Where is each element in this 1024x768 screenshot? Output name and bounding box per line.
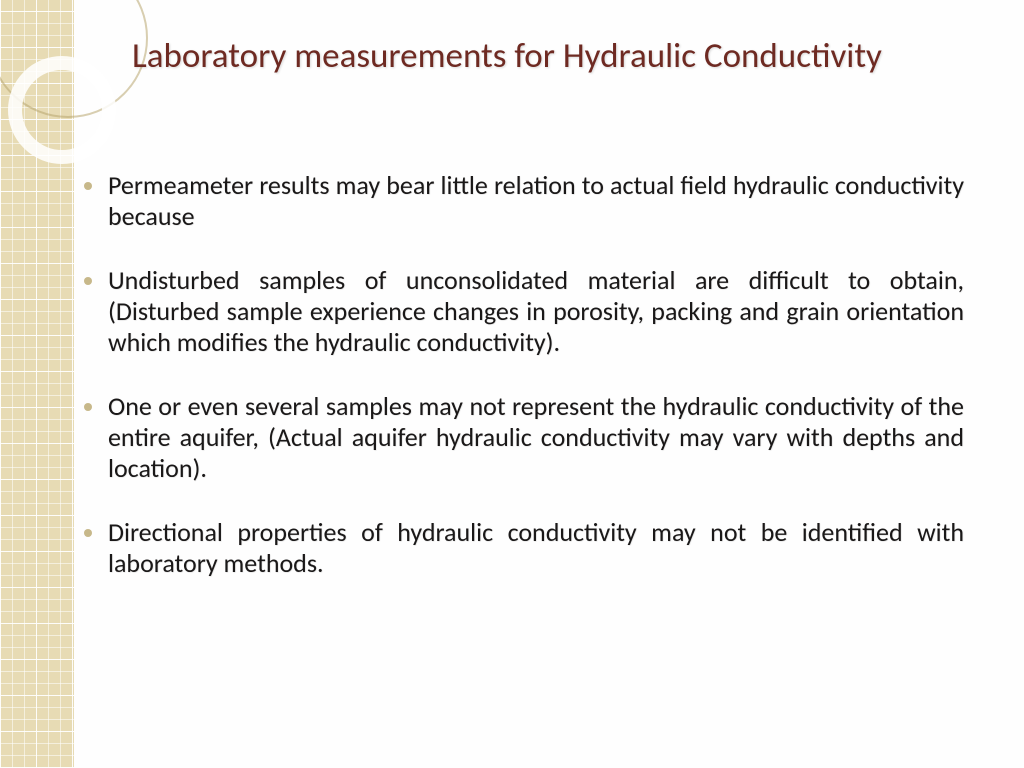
bullet-item: Permeameter results may bear little rela… [80, 170, 964, 231]
bullet-item: Undisturbed samples of unconsolidated ma… [80, 265, 964, 357]
bullet-list: Permeameter results may bear little rela… [80, 170, 964, 613]
bullet-item: One or even several samples may not repr… [80, 391, 964, 483]
decorative-ring-inner [8, 56, 116, 164]
bullet-item: Directional properties of hydraulic cond… [80, 517, 964, 578]
slide-title: Laboratory measurements for Hydraulic Co… [132, 36, 964, 77]
